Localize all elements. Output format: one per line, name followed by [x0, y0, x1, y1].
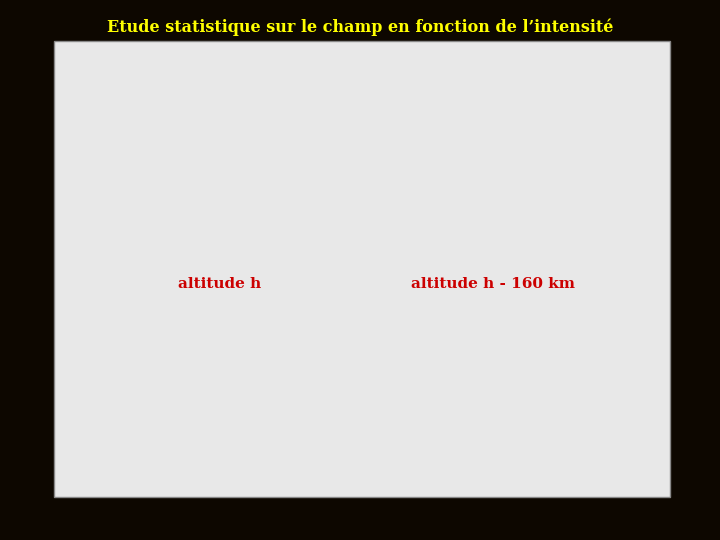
Y-axis label: |B| // 144 mA: |B| // 144 mA: [76, 364, 83, 410]
X-axis label: Intensity at 144 mA (orbitrary units): Intensity at 144 mA (orbitrary units): [156, 290, 283, 296]
Text: Tache: Tache: [146, 374, 180, 383]
Text: B//: B//: [129, 310, 151, 325]
Y-axis label: V // 283 mA: V // 283 mA: [347, 147, 354, 188]
Text: altitude h: altitude h: [178, 276, 261, 291]
Text: B//: B//: [402, 310, 425, 325]
X-axis label: Intensity at 144 mA (orbitrary units): Intensity at 144 mA (orbitrary units): [430, 290, 557, 296]
X-axis label: Intensity at 144 mA (orbitrary units): Intensity at 144 mA (orbitrary units): [430, 490, 557, 496]
Text: V//: V//: [142, 83, 163, 97]
Text: altitude h - 160 km: altitude h - 160 km: [411, 276, 575, 291]
Text: V//: V//: [415, 83, 436, 97]
Text: Etude statistique sur le champ en fonction de l’intensité: Etude statistique sur le champ en foncti…: [107, 19, 613, 36]
Y-axis label: |R| // 288 mA: |R| // 288 mA: [349, 364, 356, 410]
Text: Soleil
calme: Soleil calme: [181, 338, 215, 357]
X-axis label: Intensity at 144 mA (orbitrary units): Intensity at 144 mA (orbitrary units): [156, 490, 283, 496]
Text: Points
brillants: Points brillants: [228, 358, 276, 377]
Y-axis label: V // 144 mA: V // 144 mA: [73, 147, 80, 188]
